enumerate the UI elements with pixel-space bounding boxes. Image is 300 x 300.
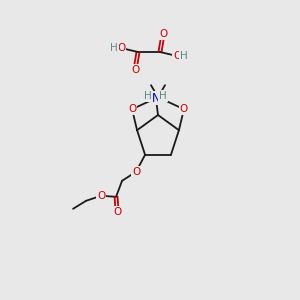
Text: O: O: [117, 43, 125, 53]
Text: H: H: [144, 91, 152, 101]
Text: N: N: [152, 92, 160, 104]
Text: O: O: [131, 65, 139, 75]
Text: H: H: [110, 43, 118, 53]
Text: O: O: [113, 207, 121, 217]
Text: O: O: [180, 104, 188, 114]
Text: H: H: [159, 91, 167, 101]
Text: H: H: [180, 51, 188, 61]
Text: O: O: [159, 29, 167, 39]
Text: O: O: [97, 191, 105, 201]
Text: O: O: [173, 51, 181, 61]
Text: O: O: [128, 104, 136, 114]
Text: O: O: [132, 167, 140, 177]
